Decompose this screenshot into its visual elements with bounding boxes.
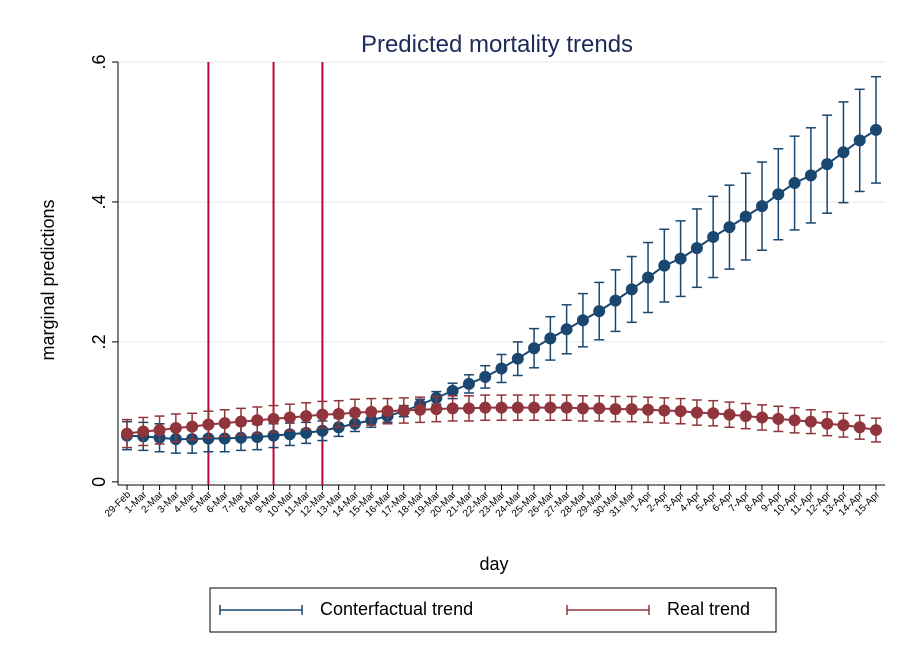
data-point [788,414,801,427]
data-point [821,417,834,430]
data-point [658,404,671,417]
data-point [300,410,313,423]
data-point [593,305,606,318]
data-point [690,406,703,419]
data-point [202,418,215,431]
data-point [137,425,150,438]
data-point [446,384,459,397]
data-point [316,408,329,421]
data-point [870,424,882,437]
data-point [544,401,557,414]
data-point [674,405,687,418]
data-point [121,427,133,440]
data-point [528,401,541,414]
data-point [772,188,785,201]
data-point [283,411,296,424]
y-tick-label: .2 [89,334,109,349]
data-point [495,362,508,375]
data-point [642,403,655,416]
data-point [218,432,231,445]
data-point [870,123,882,136]
data-point [234,415,247,428]
data-point [756,200,769,213]
data-point [251,414,264,427]
data-point [788,177,801,190]
data-point [707,407,720,420]
y-tick-label: .4 [89,194,109,209]
data-point [511,401,524,414]
data-point [576,402,589,415]
data-point [414,403,427,416]
y-axis-label: marginal predictions [38,199,58,360]
data-point [609,294,622,307]
data-point [804,415,817,428]
data-point [430,403,443,416]
legend-label: Conterfactual trend [320,599,473,619]
data-point [544,332,557,345]
data-point [707,230,720,243]
data-point [625,403,638,416]
data-point [267,412,280,425]
legend-box [209,587,777,633]
data-point [153,424,166,437]
data-point [560,323,573,336]
data-point [739,410,752,423]
data-point [837,146,850,159]
data-point [479,401,492,414]
data-point [365,405,378,418]
data-point [772,412,785,425]
data-point [218,417,231,430]
data-point [723,221,736,234]
data-point [186,420,199,433]
data-point [495,401,508,414]
data-point [690,242,703,255]
data-point [853,134,866,147]
data-point [576,314,589,327]
data-point [642,271,655,284]
data-point [821,158,834,171]
data-point [593,402,606,415]
data-point [658,259,671,272]
data-point [674,252,687,265]
data-point [609,403,622,416]
data-point [348,406,361,419]
data-point [756,411,769,424]
legend-label: Real trend [667,599,750,619]
data-point [511,352,524,365]
data-point [462,377,475,390]
data-point [332,407,345,420]
data-point [381,405,394,418]
data-point [169,421,182,434]
data-point [446,402,459,415]
data-point [528,342,541,355]
x-axis-label: day [479,554,508,574]
data-point [837,419,850,432]
data-point [804,169,817,182]
data-point [853,421,866,434]
data-point [479,370,492,383]
y-tick-label: .6 [89,54,109,69]
y-tick-label: 0 [89,477,109,487]
data-point [625,283,638,296]
data-point [723,408,736,421]
chart-title: Predicted mortality trends [361,31,633,58]
data-point [462,402,475,415]
data-point [560,401,573,414]
data-point [739,210,752,223]
data-point [397,404,410,417]
